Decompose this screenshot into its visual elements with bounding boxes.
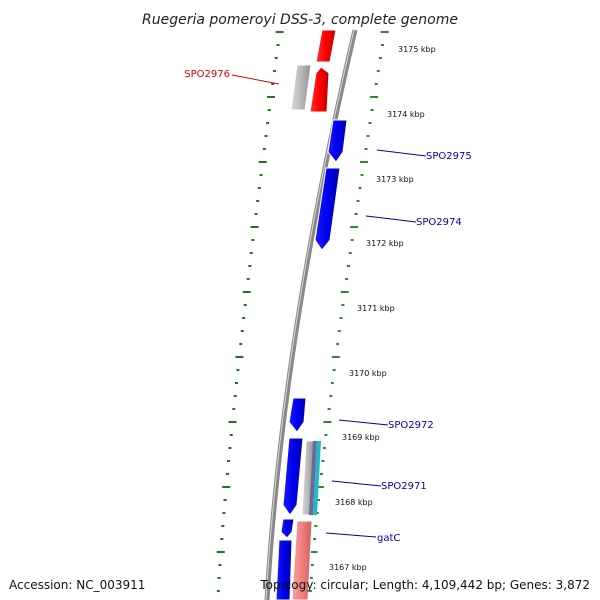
gene-feature-spo2976-grey [290, 64, 312, 111]
gene-label-spo2976: SPO2976 [184, 69, 230, 80]
genome-backbone-highlight [265, 29, 355, 600]
gene-feature-spo2974 [314, 167, 341, 251]
gene-features [275, 29, 348, 600]
topology-text: Topology: circular; Length: 4,109,442 bp… [260, 578, 590, 592]
gene-feature-spo2975 [327, 119, 348, 163]
leader-line-spo2971 [331, 480, 382, 487]
tick-label: 3171 kbp [357, 304, 395, 313]
gene-feature-gatc [291, 520, 313, 600]
gene-feature-spo2976 [309, 66, 330, 113]
tick-label: 3167 kbp [329, 563, 367, 572]
accession-text: Accession: NC_003911 [9, 578, 146, 592]
gene-label-spo2974: SPO2974 [416, 217, 462, 228]
gene-label-spo2975: SPO2975 [426, 151, 472, 162]
tick-labels: 3175 kbp 3174 kbp 3173 kbp 3172 kbp 3171… [329, 45, 436, 572]
gene-feature-spo2971-purple [309, 441, 317, 515]
leader-line-spo2976 [231, 74, 280, 85]
gene-feature-spo2971-cyan [313, 441, 321, 515]
gene-label-spo2971: SPO2971 [381, 481, 427, 492]
gene-labels: SPO2976 SPO2975 SPO2974 SPO2972 SPO2971 … [184, 69, 471, 544]
gene-feature-spo2972 [288, 397, 307, 433]
tick-label: 3174 kbp [387, 110, 425, 119]
tick-label: 3168 kbp [335, 498, 373, 507]
gene-feature-small-blue [280, 518, 295, 539]
leader-line-spo2972 [338, 419, 389, 426]
leader-line-spo2975 [376, 149, 427, 157]
tick-label: 3169 kbp [342, 433, 380, 442]
tick-label: 3172 kbp [366, 239, 404, 248]
tick-label: 3173 kbp [376, 175, 414, 184]
tick-label: 3175 kbp [398, 45, 436, 54]
map-title: Ruegeria pomeroyi DSS-3, complete genome [142, 12, 458, 28]
forward-strand-ticks [308, 31, 389, 592]
reverse-strand-ticks [216, 31, 284, 592]
leader-line-spo2974 [365, 215, 417, 223]
genome-backbone [264, 29, 358, 600]
leader-line-gatc [325, 532, 377, 538]
tick-label: 3170 kbp [349, 369, 387, 378]
gene-feature-spo2973 [282, 437, 304, 516]
gene-label-gatc: gatC [377, 533, 400, 544]
gene-feature-spo2977 [315, 29, 337, 63]
gene-label-spo2972: SPO2972 [388, 420, 434, 431]
gene-feature-bottom-blue [275, 539, 293, 600]
